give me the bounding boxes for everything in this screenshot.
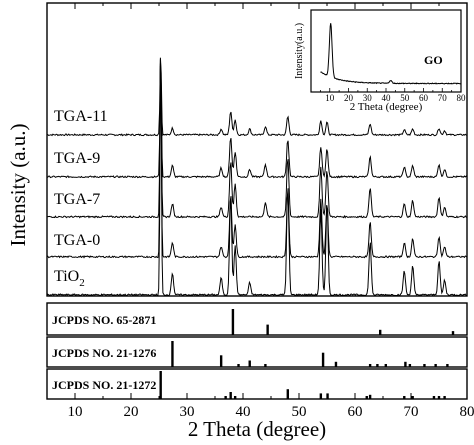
- x-tick-label: 10: [68, 404, 83, 420]
- series-label-tga-11: TGA-11: [54, 108, 108, 125]
- series-layer: [46, 57, 468, 297]
- series-line-tga-11: [46, 57, 468, 137]
- series-label-tio2: TiO2: [54, 268, 85, 289]
- x-tick-label: 30: [180, 404, 195, 420]
- series-line-tio2: [46, 68, 468, 297]
- ref-label-21-1272: JCPDS NO. 21-1272: [52, 378, 156, 392]
- x-axis-title: 2 Theta (degree): [188, 417, 326, 441]
- series-line-tga-7: [46, 63, 468, 219]
- inset-frame: [310, 9, 462, 93]
- inset-x-tick-label: 60: [419, 93, 429, 103]
- x-tick-label: 20: [124, 404, 139, 420]
- ref-label-65-2871: JCPDS NO. 65-2871: [52, 313, 156, 327]
- series-label-tga-9: TGA-9: [54, 150, 100, 167]
- inset-x-tick-label: 50: [400, 93, 410, 103]
- main-plot-frame: [46, 2, 468, 297]
- inset-title: GO: [424, 53, 443, 67]
- inset-plot: 10 20 30 40 50 60 70 80 GO 2 Theta (degree) Int…: [294, 9, 467, 113]
- inset-series-layer: [320, 23, 462, 85]
- series-line-tga-0: [46, 65, 468, 259]
- ref-frame-3: [46, 368, 468, 400]
- inset-x-tick-label: 70: [438, 93, 448, 103]
- inset-x-tick-label: 40: [382, 93, 392, 103]
- x-tick-label: 80: [460, 404, 474, 420]
- x-tick-label: 50: [292, 404, 307, 420]
- ref-frame-1: [46, 302, 468, 336]
- reference-layer: [159, 309, 455, 399]
- inset-y-axis-title: Intensity(a.u.): [294, 23, 305, 79]
- x-tick-label: 70: [404, 404, 419, 420]
- inset-x-tick-label: 80: [457, 93, 467, 103]
- inset-x-tick-label: 20: [344, 93, 354, 103]
- inset-series-line-go: [320, 23, 462, 85]
- series-line-tga-9: [46, 59, 468, 179]
- ref-label-21-1276: JCPDS NO. 21-1276: [52, 346, 156, 360]
- inset-x-axis-title: 2 Theta (degree): [350, 101, 423, 113]
- x-tick-label: 60: [348, 404, 363, 420]
- x-tick-label: 40: [236, 404, 251, 420]
- y-axis-title: Intensity (a.u.): [6, 123, 30, 246]
- inset-x-axis: 10 20 30 40 50 60 70 80: [310, 88, 467, 103]
- inset-x-tick-label: 30: [363, 93, 373, 103]
- x-axis: 10 20 30 40 50 60 70 80: [46, 3, 474, 420]
- series-label-tga-0: TGA-0: [54, 232, 100, 249]
- inset-x-tick-label: 10: [325, 93, 335, 103]
- series-label-tga-7: TGA-7: [54, 191, 100, 208]
- ref-frame-2: [46, 336, 468, 368]
